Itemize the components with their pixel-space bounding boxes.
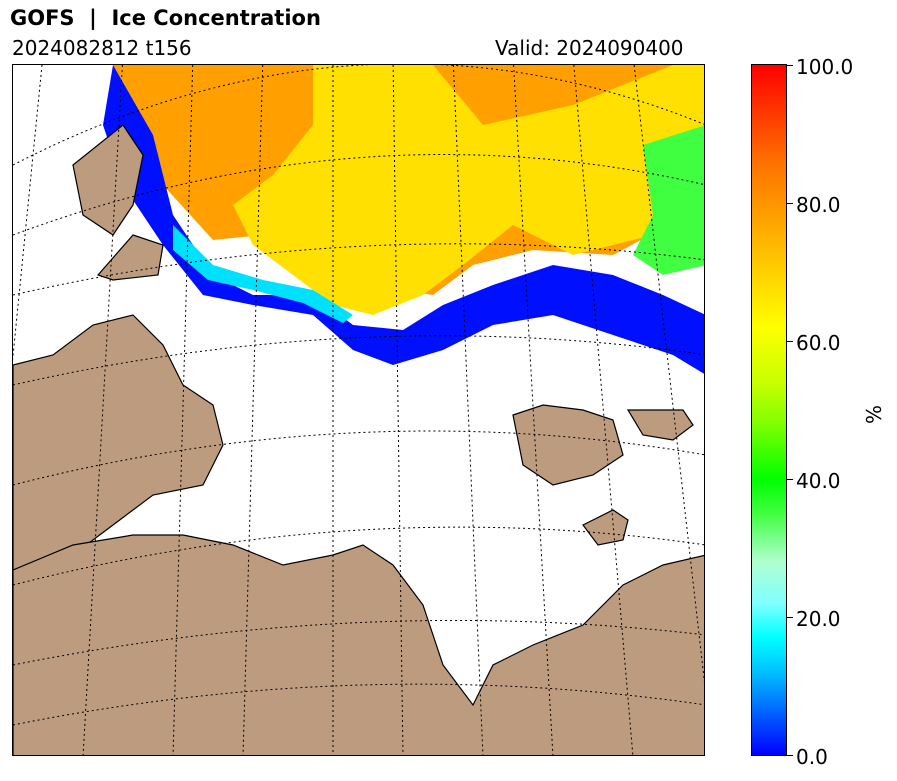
ice-map — [13, 65, 704, 755]
map-panel[interactable] — [12, 64, 705, 756]
colorbar-tick-label: 0.0 — [796, 745, 828, 769]
land-west — [13, 314, 224, 571]
ice-margin-cyan — [173, 225, 353, 323]
page-title: GOFS | Ice Concentration — [10, 6, 321, 30]
graticule — [13, 65, 704, 755]
colorbar — [751, 64, 787, 756]
land-island-east-1 — [512, 404, 624, 486]
colorbar-tick — [787, 755, 793, 756]
colorbar-tick-label: 100.0 — [796, 55, 854, 79]
ice-edge-blue — [103, 65, 704, 374]
colorbar-tick-label: 80.0 — [796, 193, 841, 217]
valid-label: Valid: 2024090400 — [495, 36, 684, 60]
ice-field-green — [633, 125, 704, 275]
colorbar-tick-label: 60.0 — [796, 331, 841, 355]
colorbar-tick — [787, 617, 793, 618]
colorbar-tick — [787, 65, 793, 66]
land-northwest — [72, 124, 144, 236]
colorbar-tick-label: 20.0 — [796, 607, 841, 631]
colorbar-tick — [787, 341, 793, 342]
run-label: 2024082812 t156 — [12, 36, 192, 60]
colorbar-tick — [787, 479, 793, 480]
land-island-east-2 — [626, 409, 694, 441]
colorbar-tick — [787, 203, 793, 204]
colorbar-unit-label: % — [862, 404, 886, 424]
land-peninsula-north — [96, 234, 164, 281]
land-south — [13, 534, 704, 755]
land-island-east-3 — [582, 509, 629, 546]
ice-field-yellow — [233, 65, 704, 315]
colorbar-tick-label: 40.0 — [796, 469, 841, 493]
